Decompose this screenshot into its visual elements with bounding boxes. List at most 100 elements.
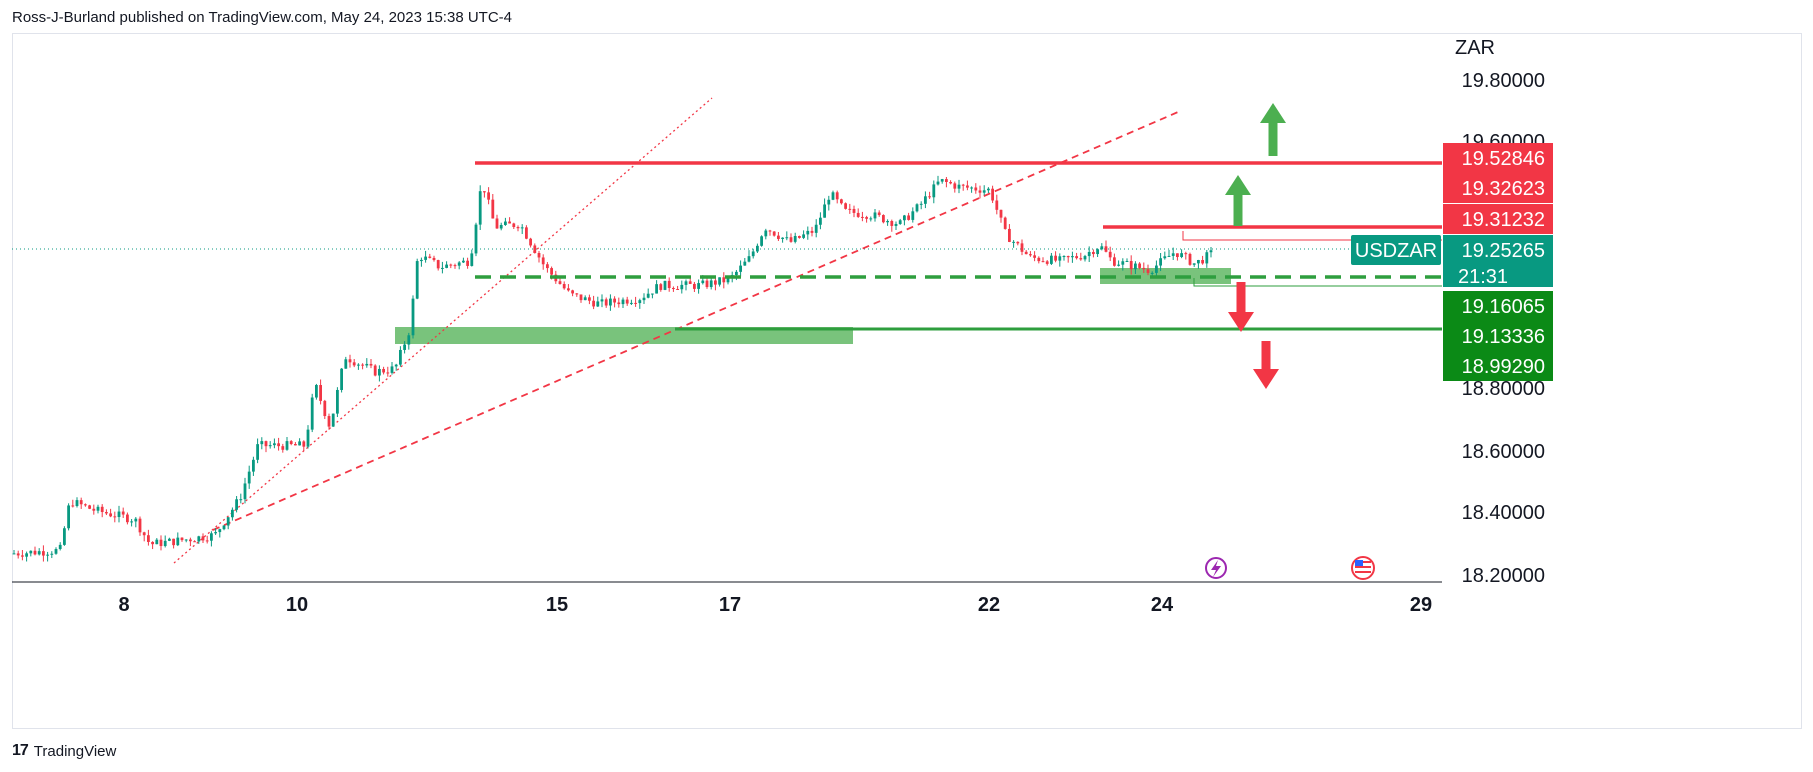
candle-body — [214, 532, 217, 534]
candle-body — [201, 536, 205, 541]
candle-body — [159, 539, 163, 547]
candle-body — [1083, 256, 1087, 260]
candle-body — [205, 540, 209, 542]
candle-body — [982, 190, 986, 193]
price-label-value: 18.99290 — [1462, 356, 1545, 378]
candle-body — [331, 413, 335, 427]
candle-body — [386, 372, 390, 374]
candle-body — [1163, 256, 1167, 259]
arrow-shaft — [1236, 282, 1246, 314]
footer-brand[interactable]: TradingView — [33, 742, 117, 760]
candle-body — [163, 540, 167, 547]
candle-body — [168, 538, 171, 541]
candle-body — [1167, 255, 1171, 257]
candle-body — [655, 284, 658, 294]
candle-body — [814, 224, 818, 233]
candle-body — [676, 288, 679, 290]
candle-body — [252, 459, 255, 472]
candle-body — [919, 203, 923, 205]
candle-body — [340, 368, 343, 390]
candle-body — [197, 536, 201, 542]
candle-body — [663, 280, 667, 290]
candle-body — [1058, 256, 1062, 261]
candle-body — [743, 261, 747, 266]
candle-body — [1079, 258, 1083, 260]
candle-body — [621, 299, 625, 305]
candle-body — [189, 539, 192, 542]
candle-body — [1201, 260, 1204, 264]
price-label-box — [1443, 321, 1553, 351]
candle-body — [798, 236, 801, 238]
candle-body — [121, 511, 125, 515]
candle-body — [1104, 246, 1108, 252]
candle-body — [504, 221, 507, 225]
candle-body — [323, 400, 327, 417]
candle-body — [436, 260, 440, 269]
candle-body — [886, 221, 889, 223]
candle-body — [1150, 272, 1154, 274]
candle-body — [445, 264, 448, 268]
candle-body — [25, 553, 28, 557]
candle-body — [546, 264, 549, 269]
candle-body — [495, 218, 499, 229]
candle-body — [432, 257, 436, 261]
candle-body — [672, 288, 675, 290]
candle-body — [579, 294, 583, 301]
candle-body — [310, 397, 314, 430]
candle-body — [1066, 256, 1070, 258]
candle-body — [16, 553, 20, 556]
candle-body — [1029, 254, 1032, 256]
candle-body — [361, 364, 364, 366]
candle-body — [722, 277, 726, 283]
candle-body — [1045, 261, 1049, 264]
candle-body — [823, 204, 826, 218]
candle-body — [193, 541, 196, 543]
arrow-head — [1225, 175, 1251, 195]
candle-body — [793, 236, 797, 242]
y-tick-label: 18.40000 — [1462, 502, 1545, 524]
candle-body — [348, 359, 352, 363]
candle-body — [46, 554, 49, 556]
y-tick-label: 19.80000 — [1462, 70, 1545, 92]
down-arrow-large-icon — [1253, 341, 1279, 389]
candle-body — [327, 416, 331, 427]
candle-body — [1192, 263, 1196, 265]
candle-body — [54, 549, 58, 554]
candle-body — [558, 281, 562, 284]
candle-body — [747, 256, 751, 262]
candle-body — [583, 297, 587, 301]
candle-body — [928, 196, 931, 198]
candle-body — [659, 284, 663, 290]
candle-body — [449, 264, 453, 266]
candle-body — [991, 188, 994, 201]
candle-body — [453, 265, 457, 267]
lightning-icon — [1205, 557, 1227, 579]
tradingview-logo-icon: 17 — [12, 742, 29, 759]
candle-body — [428, 256, 432, 258]
candle-body — [701, 280, 705, 284]
candle-body — [915, 204, 919, 212]
candle-body — [117, 511, 121, 518]
candle-body — [894, 223, 898, 226]
candle-body — [726, 277, 730, 283]
candle-body — [441, 267, 444, 269]
candle-body — [231, 509, 234, 518]
candle-body — [831, 192, 835, 200]
candle-body — [789, 237, 793, 242]
candle-body — [617, 302, 621, 305]
candle-body — [613, 298, 616, 303]
candle-body — [516, 226, 520, 229]
candle-body — [411, 298, 415, 336]
candle-body — [890, 221, 894, 226]
candle-body — [840, 199, 843, 204]
candle-body — [995, 200, 999, 210]
rising-trendline — [212, 111, 1179, 531]
candle-body — [1071, 256, 1074, 258]
candle-body — [1138, 263, 1141, 268]
range-box-bottom — [1193, 278, 1442, 287]
candle-body — [1092, 251, 1095, 255]
candle-body — [609, 298, 612, 306]
candle-body — [58, 544, 62, 550]
price-label-value: 19.31232 — [1462, 209, 1545, 231]
